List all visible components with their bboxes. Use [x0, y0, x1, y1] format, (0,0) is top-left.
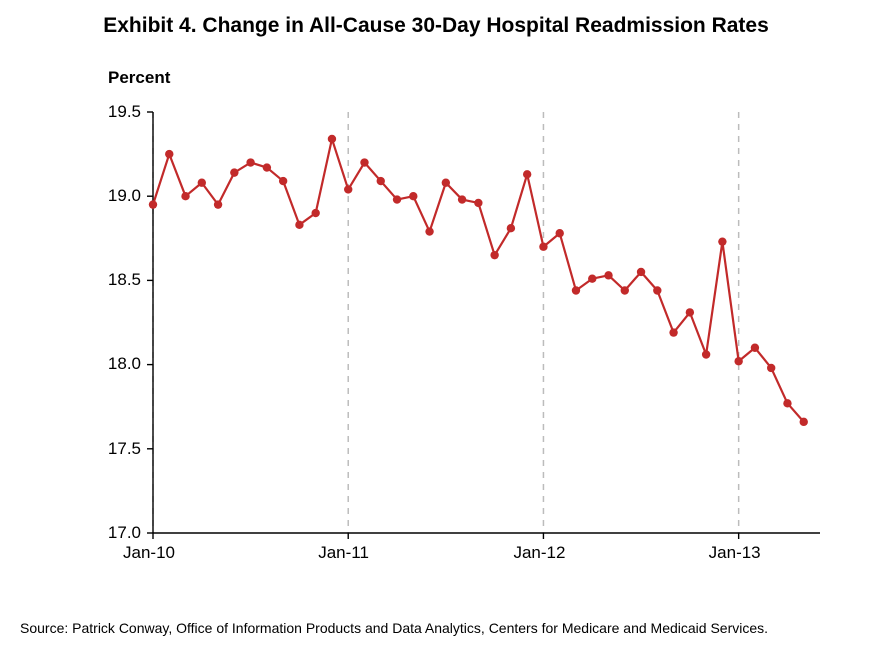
- data-marker: [311, 209, 319, 217]
- data-marker: [279, 177, 287, 185]
- x-tick-label: Jan-10: [123, 543, 175, 563]
- y-tick-label: 18.5: [108, 270, 141, 290]
- y-tick-label: 18.0: [108, 354, 141, 374]
- data-marker: [165, 150, 173, 158]
- y-tick-label: 19.0: [108, 186, 141, 206]
- x-tick-label: Jan-11: [318, 543, 369, 563]
- data-marker: [734, 357, 742, 365]
- data-marker: [230, 168, 238, 176]
- data-marker: [181, 192, 189, 200]
- data-marker: [377, 177, 385, 185]
- data-marker: [604, 271, 612, 279]
- data-marker: [523, 170, 531, 178]
- data-marker: [393, 195, 401, 203]
- data-marker: [539, 243, 547, 251]
- y-tick-label: 17.0: [108, 523, 141, 543]
- data-marker: [246, 158, 254, 166]
- data-marker: [556, 229, 564, 237]
- data-marker: [295, 221, 303, 229]
- data-marker: [328, 135, 336, 143]
- x-tick-label: Jan-13: [709, 543, 761, 563]
- data-marker: [669, 328, 677, 336]
- data-marker: [800, 418, 808, 426]
- data-marker: [344, 185, 352, 193]
- data-marker: [588, 275, 596, 283]
- data-marker: [621, 286, 629, 294]
- data-marker: [572, 286, 580, 294]
- data-marker: [425, 227, 433, 235]
- data-marker: [360, 158, 368, 166]
- data-marker: [490, 251, 498, 259]
- source-note: Source: Patrick Conway, Office of Inform…: [20, 620, 852, 636]
- x-tick-label: Jan-12: [513, 543, 565, 563]
- data-marker: [198, 179, 206, 187]
- chart-container: Exhibit 4. Change in All-Cause 30-Day Ho…: [0, 0, 872, 654]
- data-marker: [686, 308, 694, 316]
- data-marker: [637, 268, 645, 276]
- y-tick-label: 17.5: [108, 439, 141, 459]
- data-marker: [214, 200, 222, 208]
- data-marker: [409, 192, 417, 200]
- data-marker: [767, 364, 775, 372]
- data-marker: [474, 199, 482, 207]
- data-marker: [718, 237, 726, 245]
- data-marker: [507, 224, 515, 232]
- data-marker: [751, 344, 759, 352]
- y-tick-label: 19.5: [108, 102, 141, 122]
- data-marker: [653, 286, 661, 294]
- data-marker: [702, 350, 710, 358]
- data-marker: [149, 200, 157, 208]
- data-marker: [442, 179, 450, 187]
- data-marker: [263, 163, 271, 171]
- data-marker: [458, 195, 466, 203]
- data-marker: [783, 399, 791, 407]
- data-line: [153, 139, 804, 422]
